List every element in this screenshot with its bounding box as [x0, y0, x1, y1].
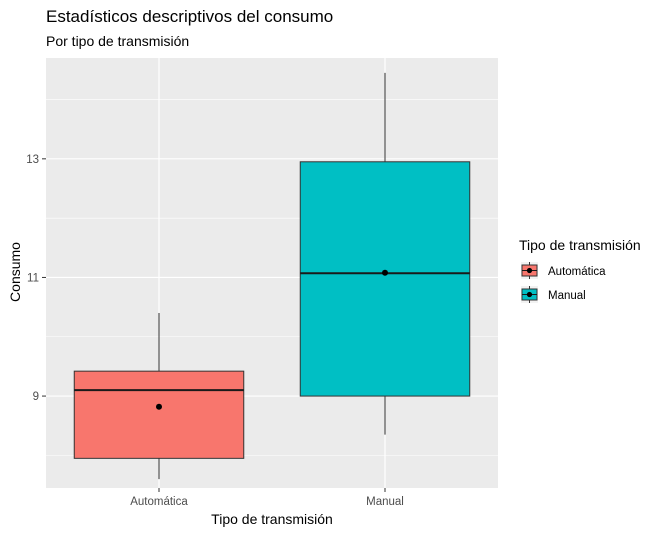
y-axis-ticks: 9 11 13 [26, 154, 46, 403]
legend: Tipo de transmisión Automática Manual [519, 237, 641, 303]
box-1 [73, 313, 245, 480]
x-axis-title: Tipo de transmisión [211, 511, 333, 527]
y-tick-label: 11 [27, 272, 39, 284]
mean-point [156, 403, 162, 410]
legend-label: Manual [548, 290, 586, 302]
chart-subtitle: Por tipo de transmisión [46, 33, 189, 49]
x-tick-label: Manual [366, 496, 404, 508]
y-tick-label: 13 [26, 154, 39, 166]
legend-item: Manual [521, 286, 586, 303]
x-axis-ticks: Automática Manual [130, 488, 404, 508]
legend-item: Automática [521, 262, 606, 279]
legend-label: Automática [548, 266, 606, 278]
y-tick-label: 9 [33, 391, 39, 403]
box-body [299, 161, 471, 397]
chart-title: Estadísticos descriptivos del consumo [46, 7, 333, 26]
box-body [73, 370, 245, 459]
y-axis-title: Consumo [7, 242, 23, 302]
legend-key-point [526, 291, 533, 298]
boxes [73, 72, 471, 480]
x-tick-label: Automática [130, 496, 188, 508]
box-2 [299, 72, 471, 435]
mean-point [382, 269, 388, 276]
legend-key-point [526, 267, 533, 274]
legend-title: Tipo de transmisión [519, 237, 641, 253]
